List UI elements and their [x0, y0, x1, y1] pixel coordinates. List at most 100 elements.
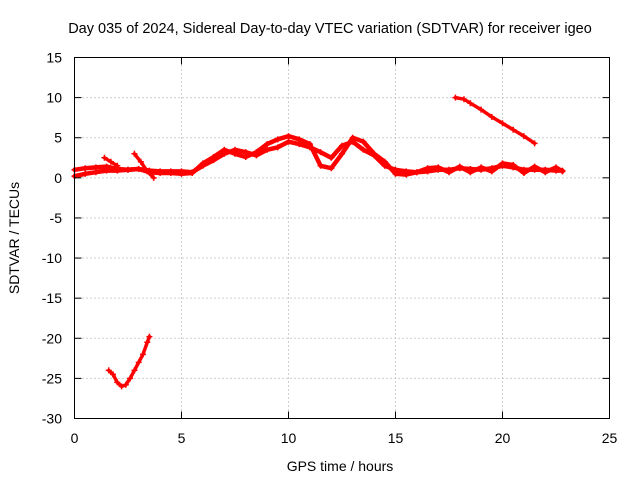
data-point	[146, 333, 153, 340]
grid	[74, 57, 610, 419]
data-point	[553, 164, 559, 171]
data-point	[242, 153, 249, 160]
x-tick-label: 25	[602, 430, 618, 446]
data-point	[520, 133, 527, 140]
data-point	[452, 94, 459, 101]
data-point	[144, 339, 151, 346]
data-point	[460, 96, 467, 103]
data-point	[221, 146, 228, 153]
y-tick-label: -30	[42, 411, 62, 427]
data-point	[135, 166, 142, 173]
data-point	[542, 169, 549, 176]
data-point	[328, 165, 335, 172]
data-point	[317, 149, 324, 156]
data-point	[131, 367, 138, 374]
data-point	[125, 166, 131, 173]
data-point	[92, 169, 99, 176]
x-tick-label: 15	[388, 430, 404, 446]
data-point	[127, 375, 134, 382]
data-point	[110, 371, 117, 378]
data-point	[103, 167, 110, 174]
data-point	[178, 170, 185, 177]
y-tick-label: -20	[42, 330, 62, 346]
data-point	[199, 160, 206, 167]
data-point	[189, 170, 196, 177]
data-point	[285, 138, 292, 145]
data-point	[137, 158, 144, 165]
data-point	[232, 150, 238, 157]
data-point	[371, 150, 378, 157]
y-tick-label: -5	[50, 210, 63, 226]
data-point	[144, 168, 151, 175]
y-tick-label: 5	[54, 130, 62, 146]
data-point	[360, 138, 367, 145]
data-point	[114, 379, 121, 386]
data-point	[381, 158, 388, 165]
data-point	[499, 120, 506, 127]
y-tick-label: -10	[42, 250, 62, 266]
data-point	[118, 383, 125, 390]
data-point	[531, 140, 538, 147]
data-point	[264, 146, 271, 153]
chart-title: Day 035 of 2024, Sidereal Day-to-day VTE…	[68, 21, 592, 37]
data-point	[317, 162, 324, 169]
data-point	[499, 160, 506, 167]
data-point	[478, 164, 485, 171]
data-point	[467, 169, 474, 176]
data-point	[456, 163, 463, 170]
data-point	[82, 165, 89, 172]
x-tick-label: 5	[178, 430, 186, 446]
data-point	[339, 150, 345, 157]
data-point	[392, 170, 399, 177]
data-point	[107, 158, 114, 165]
y-tick-label: 10	[46, 90, 62, 106]
data-point	[488, 168, 495, 175]
data-point	[122, 381, 129, 388]
data-point	[157, 170, 164, 177]
data-point	[274, 144, 281, 151]
data-point	[349, 134, 356, 141]
y-tick-label: -15	[42, 290, 62, 306]
data-point	[339, 142, 345, 149]
data-point	[446, 169, 452, 176]
data-point	[101, 154, 108, 161]
data-series	[71, 94, 566, 390]
data-point	[285, 133, 292, 140]
data-point	[488, 113, 495, 120]
data-point	[520, 170, 527, 177]
data-point	[478, 106, 485, 113]
y-tick-label: 15	[46, 50, 62, 66]
data-point	[167, 170, 174, 177]
series-segment-3	[132, 152, 156, 180]
data-point	[139, 351, 146, 358]
y-tick-label: 0	[54, 170, 62, 186]
data-point	[264, 141, 271, 148]
plot-frame	[74, 57, 610, 419]
data-point	[114, 162, 121, 169]
x-tick-label: 10	[281, 430, 297, 446]
data-point	[82, 170, 89, 177]
data-point	[360, 146, 367, 153]
data-point	[150, 174, 157, 181]
data-point	[131, 150, 138, 157]
x-tick-label: 0	[71, 430, 79, 446]
data-point	[403, 171, 410, 178]
data-point	[510, 161, 517, 168]
x-tick-label: 20	[495, 430, 511, 446]
y-tick-label: -25	[42, 370, 62, 386]
data-point	[210, 153, 217, 160]
data-point	[559, 168, 566, 175]
data-point	[531, 163, 538, 170]
axis-ticks	[74, 57, 610, 419]
data-point	[253, 149, 260, 156]
data-point	[424, 165, 431, 172]
y-axis-label: SDTVAR / TECUs	[6, 182, 22, 294]
data-point	[413, 169, 420, 176]
data-point	[135, 359, 142, 366]
data-point	[328, 154, 335, 161]
data-point	[510, 126, 517, 133]
data-point	[467, 100, 474, 107]
x-axis-label: GPS time / hours	[287, 458, 394, 474]
data-point	[105, 367, 112, 374]
